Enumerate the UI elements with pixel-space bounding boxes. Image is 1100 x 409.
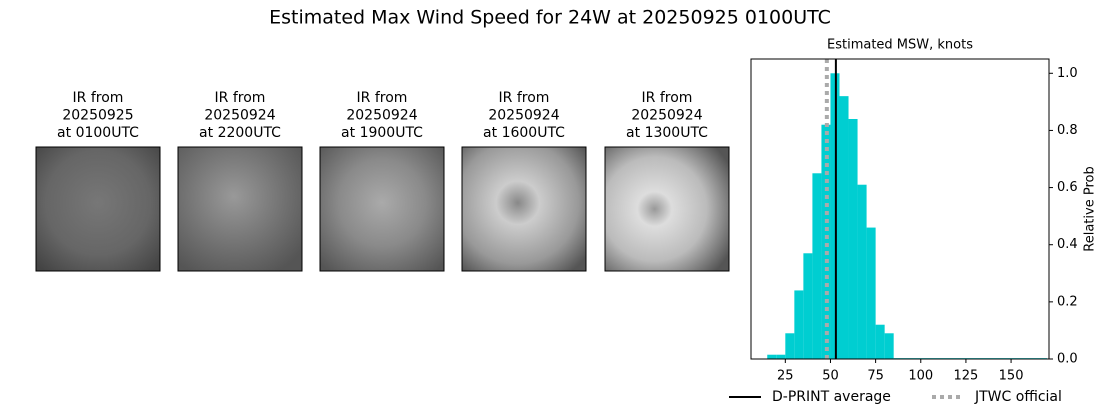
histogram-bar [857,184,867,359]
histogram-bar [776,354,786,359]
histogram-bar [803,253,813,359]
image-caption: at 1300UTC [626,125,708,141]
figure-title: Estimated Max Wind Speed for 24W at 2025… [269,7,831,29]
satellite-image [319,146,445,272]
image-caption: at 1900UTC [341,125,423,141]
legend-label: D-PRINT average [772,389,891,405]
y-tick-label: 0.8 [1057,123,1078,138]
y-tick-label: 1.0 [1057,66,1078,81]
image-caption: 20250924 [488,108,559,124]
y-tick-label: 0.4 [1057,237,1078,252]
histogram-bar [866,227,876,359]
y-tick-label: 0.0 [1057,352,1078,367]
image-caption: 20250925 [62,108,133,124]
x-tick-label: 100 [908,369,933,384]
plot-frame [750,58,1050,360]
image-caption: at 2200UTC [199,125,281,141]
image-caption: 20250924 [204,108,275,124]
image-caption: 20250924 [346,108,417,124]
image-caption: IR from [642,90,693,106]
image-caption: IR from [215,90,266,106]
image-caption: at 0100UTC [57,125,139,141]
x-tick-label: 25 [777,369,794,384]
histogram-bar [794,290,804,359]
image-caption: IR from [499,90,550,106]
histogram-bar [884,333,894,359]
image-caption: IR from [357,90,408,106]
image-caption: 20250924 [631,108,702,124]
histogram-bar [767,354,777,359]
x-tick-label: 125 [954,369,979,384]
histogram-bar [821,124,831,359]
histogram-bar [875,324,885,359]
satellite-image [35,146,161,272]
histogram-bar [812,173,822,359]
image-caption: at 1600UTC [483,125,565,141]
x-tick-label: 50 [822,369,839,384]
satellite-image [604,146,730,272]
histogram-bar [785,333,795,359]
histogram-bar [839,96,849,360]
histogram-bar [848,119,858,359]
y-axis-label: Relative Prob [1083,166,1098,251]
satellite-image [177,146,303,272]
x-tick-label: 150 [999,369,1024,384]
image-caption: IR from [73,90,124,106]
y-tick-label: 0.2 [1057,294,1078,309]
y-tick-label: 0.6 [1057,180,1078,195]
x-tick-label: 75 [867,369,884,384]
satellite-image [461,146,587,272]
histogram-chart: Estimated MSW, knots 25 50 75 100 125 150 0.0 0.… [729,38,1098,405]
legend-label: JTWC official [974,389,1062,405]
chart-title: Estimated MSW, knots [827,38,973,53]
